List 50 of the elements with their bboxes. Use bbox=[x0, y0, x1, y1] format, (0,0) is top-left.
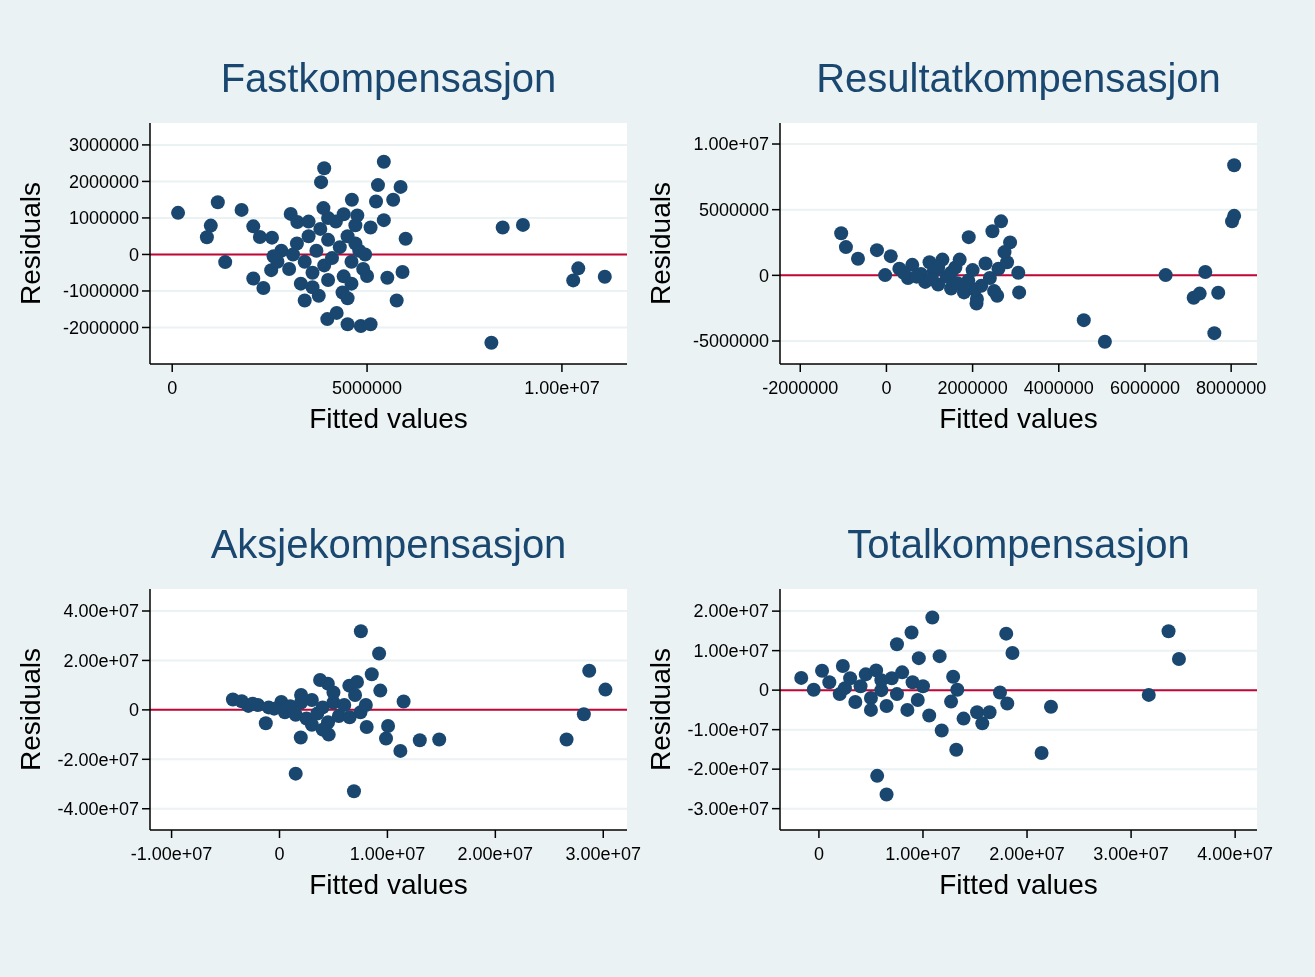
x-tick-label: 3.00e+07 bbox=[1093, 844, 1169, 864]
y-tick-label: 5000000 bbox=[698, 199, 769, 220]
x-tick-label: 4.00e+07 bbox=[1197, 844, 1273, 864]
x-tick-label: 5000000 bbox=[332, 378, 403, 398]
y-axis-title: Residuals bbox=[645, 648, 676, 771]
x-tick-label: 1.00e+07 bbox=[349, 844, 426, 864]
x-tick-label: 3.00e+07 bbox=[565, 844, 642, 864]
x-axis-title: Fitted values bbox=[939, 869, 1098, 900]
x-tick-label: 6000000 bbox=[1109, 378, 1181, 398]
y-tick-label: -2.00e+07 bbox=[57, 749, 139, 770]
x-axis-title: Fitted values bbox=[939, 403, 1098, 434]
y-tick-label: 0 bbox=[128, 244, 139, 265]
x-tick-label: 1.00e+07 bbox=[524, 378, 600, 398]
x-axis-title: Fitted values bbox=[309, 869, 468, 900]
y-tick-label: 1.00e+07 bbox=[693, 640, 769, 661]
x-axis-title: Fitted values bbox=[309, 403, 468, 434]
x-tick-label: 0 bbox=[881, 378, 892, 398]
y-tick-label: -2000000 bbox=[62, 317, 139, 338]
y-tick-label: 0 bbox=[758, 680, 769, 701]
y-axis-title: Residuals bbox=[645, 182, 676, 305]
chart-title: Resultatkompensasjon bbox=[816, 56, 1221, 100]
x-tick-label: 1.00e+07 bbox=[885, 844, 961, 864]
y-tick-label: -3.00e+07 bbox=[687, 798, 769, 819]
chart-title: Totalkompensasjon bbox=[847, 522, 1190, 566]
y-tick-label: 1.00e+07 bbox=[693, 134, 769, 155]
chart-title: Aksjekompensasjon bbox=[210, 522, 567, 566]
y-tick-label: 2.00e+07 bbox=[693, 601, 769, 622]
chart-title: Fastkompensasjon bbox=[220, 56, 557, 100]
x-tick-label: 2.00e+07 bbox=[989, 844, 1065, 864]
y-axis-title: Residuals bbox=[15, 182, 46, 305]
x-tick-label: 4000000 bbox=[1023, 378, 1094, 398]
x-tick-label: 0 bbox=[274, 844, 285, 864]
x-tick-label: 0 bbox=[813, 844, 824, 864]
y-tick-label: 2000000 bbox=[68, 171, 139, 192]
x-tick-label: 2000000 bbox=[937, 378, 1008, 398]
x-tick-label: 0 bbox=[167, 378, 178, 398]
y-tick-label: -1.00e+07 bbox=[687, 719, 769, 740]
y-tick-label: -5000000 bbox=[692, 331, 769, 352]
y-tick-label: -4.00e+07 bbox=[57, 799, 139, 820]
y-axis-title: Residuals bbox=[15, 648, 46, 771]
y-tick-label: 4.00e+07 bbox=[63, 601, 139, 622]
y-tick-label: 0 bbox=[128, 700, 139, 721]
x-tick-label: 2.00e+07 bbox=[457, 844, 534, 864]
y-tick-label: -1000000 bbox=[62, 281, 139, 302]
y-tick-label: 2.00e+07 bbox=[63, 650, 139, 671]
y-tick-label: -2.00e+07 bbox=[687, 759, 769, 780]
y-tick-label: 1000000 bbox=[68, 208, 139, 229]
y-tick-label: 0 bbox=[758, 265, 769, 286]
x-tick-label: 8000000 bbox=[1196, 378, 1267, 398]
y-tick-label: 3000000 bbox=[68, 135, 139, 156]
